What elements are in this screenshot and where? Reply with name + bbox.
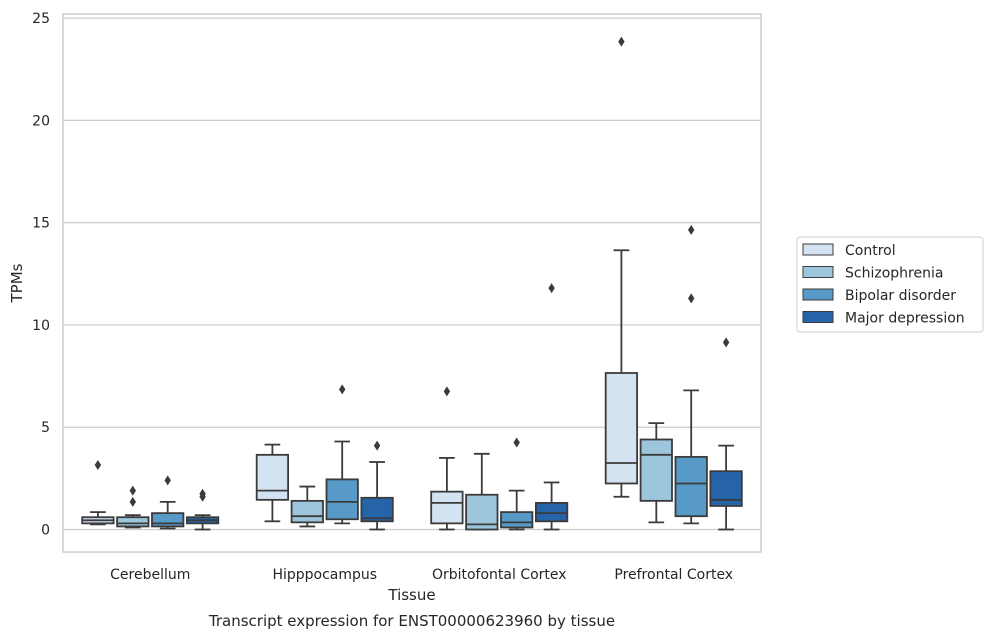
y-axis-label: TPMs (8, 263, 26, 303)
legend-frame (796, 236, 984, 333)
y-tick-label: 20 (32, 113, 50, 129)
box-body (430, 490, 464, 525)
box-mark (255, 443, 290, 523)
box-body (500, 511, 534, 529)
box-body (674, 455, 708, 518)
y-tick-label: 0 (41, 522, 50, 538)
outlier-point (688, 224, 695, 235)
legend-swatch (802, 311, 834, 323)
outlier-point (688, 293, 695, 304)
box-body (534, 502, 569, 523)
series-2 (151, 224, 708, 531)
x-tick-label: Orbitofontal Cortex (432, 567, 567, 583)
box-mark (185, 488, 220, 531)
y-tick-label: 10 (32, 318, 50, 334)
x-tick-label: Cerebellum (110, 567, 190, 583)
outlier-point (618, 36, 625, 47)
box-mark (674, 224, 708, 525)
y-tick-label: 5 (41, 420, 50, 436)
outlier-point (129, 496, 136, 507)
legend: Control Schizophrenia Bipolar disorder Majo… (796, 236, 984, 333)
outlier-point (339, 384, 346, 395)
box-mark (81, 460, 115, 526)
box-body (255, 453, 290, 501)
box-mark (290, 485, 324, 528)
box-mark (325, 384, 359, 525)
legend-entry: Control (845, 243, 896, 259)
box-mark (639, 422, 673, 524)
outlier-point (513, 437, 520, 448)
box-body (360, 496, 394, 523)
x-axis-label: Tissue (387, 586, 435, 604)
series-3 (185, 283, 743, 531)
y-tick-label: 25 (32, 11, 50, 27)
box-mark (151, 475, 185, 530)
y-gridlines (63, 17, 761, 531)
legend-entry: Major depression (845, 311, 965, 327)
legend-entry: Bipolar disorder (845, 288, 956, 304)
box-mark (604, 36, 639, 498)
box-body (709, 470, 743, 507)
x-tick-label: Hipppocampus (272, 567, 377, 583)
outlier-point (722, 337, 730, 348)
legend-swatch (802, 288, 834, 301)
outlier-point (129, 485, 136, 496)
legend-swatch (802, 266, 834, 278)
legend-swatch (802, 243, 834, 256)
box-mark (360, 440, 394, 531)
x-tick-label: Prefrontal Cortex (614, 567, 733, 583)
box-body (151, 512, 185, 528)
box-series (81, 36, 743, 531)
box-mark (465, 452, 499, 531)
box-mark (116, 485, 150, 529)
box-body (325, 478, 359, 521)
outlier-point (94, 460, 102, 471)
outlier-point (373, 440, 381, 451)
outlier-point (548, 283, 555, 294)
box-body (639, 438, 673, 502)
box-body (604, 372, 639, 485)
y-tick-label: 15 (32, 216, 50, 232)
series-0 (81, 36, 639, 531)
outlier-point (164, 475, 171, 486)
box-body (116, 516, 150, 528)
x-tick-labels: Cerebellum Hipppocampus Orbitofontal Corte… (110, 567, 733, 583)
outlier-point (443, 386, 451, 397)
box-mark (534, 283, 569, 531)
box-mark (709, 337, 743, 531)
legend-entry: Schizophrenia (845, 266, 943, 282)
box-body (290, 499, 324, 524)
box-mark (500, 437, 534, 531)
y-tick-labels: 0 5 10 15 20 25 (32, 11, 50, 538)
series-1 (116, 422, 673, 531)
box-mark (430, 386, 464, 531)
chart-caption: Transcript expression for ENST0000062396… (208, 612, 615, 630)
outlier-point (199, 488, 206, 499)
